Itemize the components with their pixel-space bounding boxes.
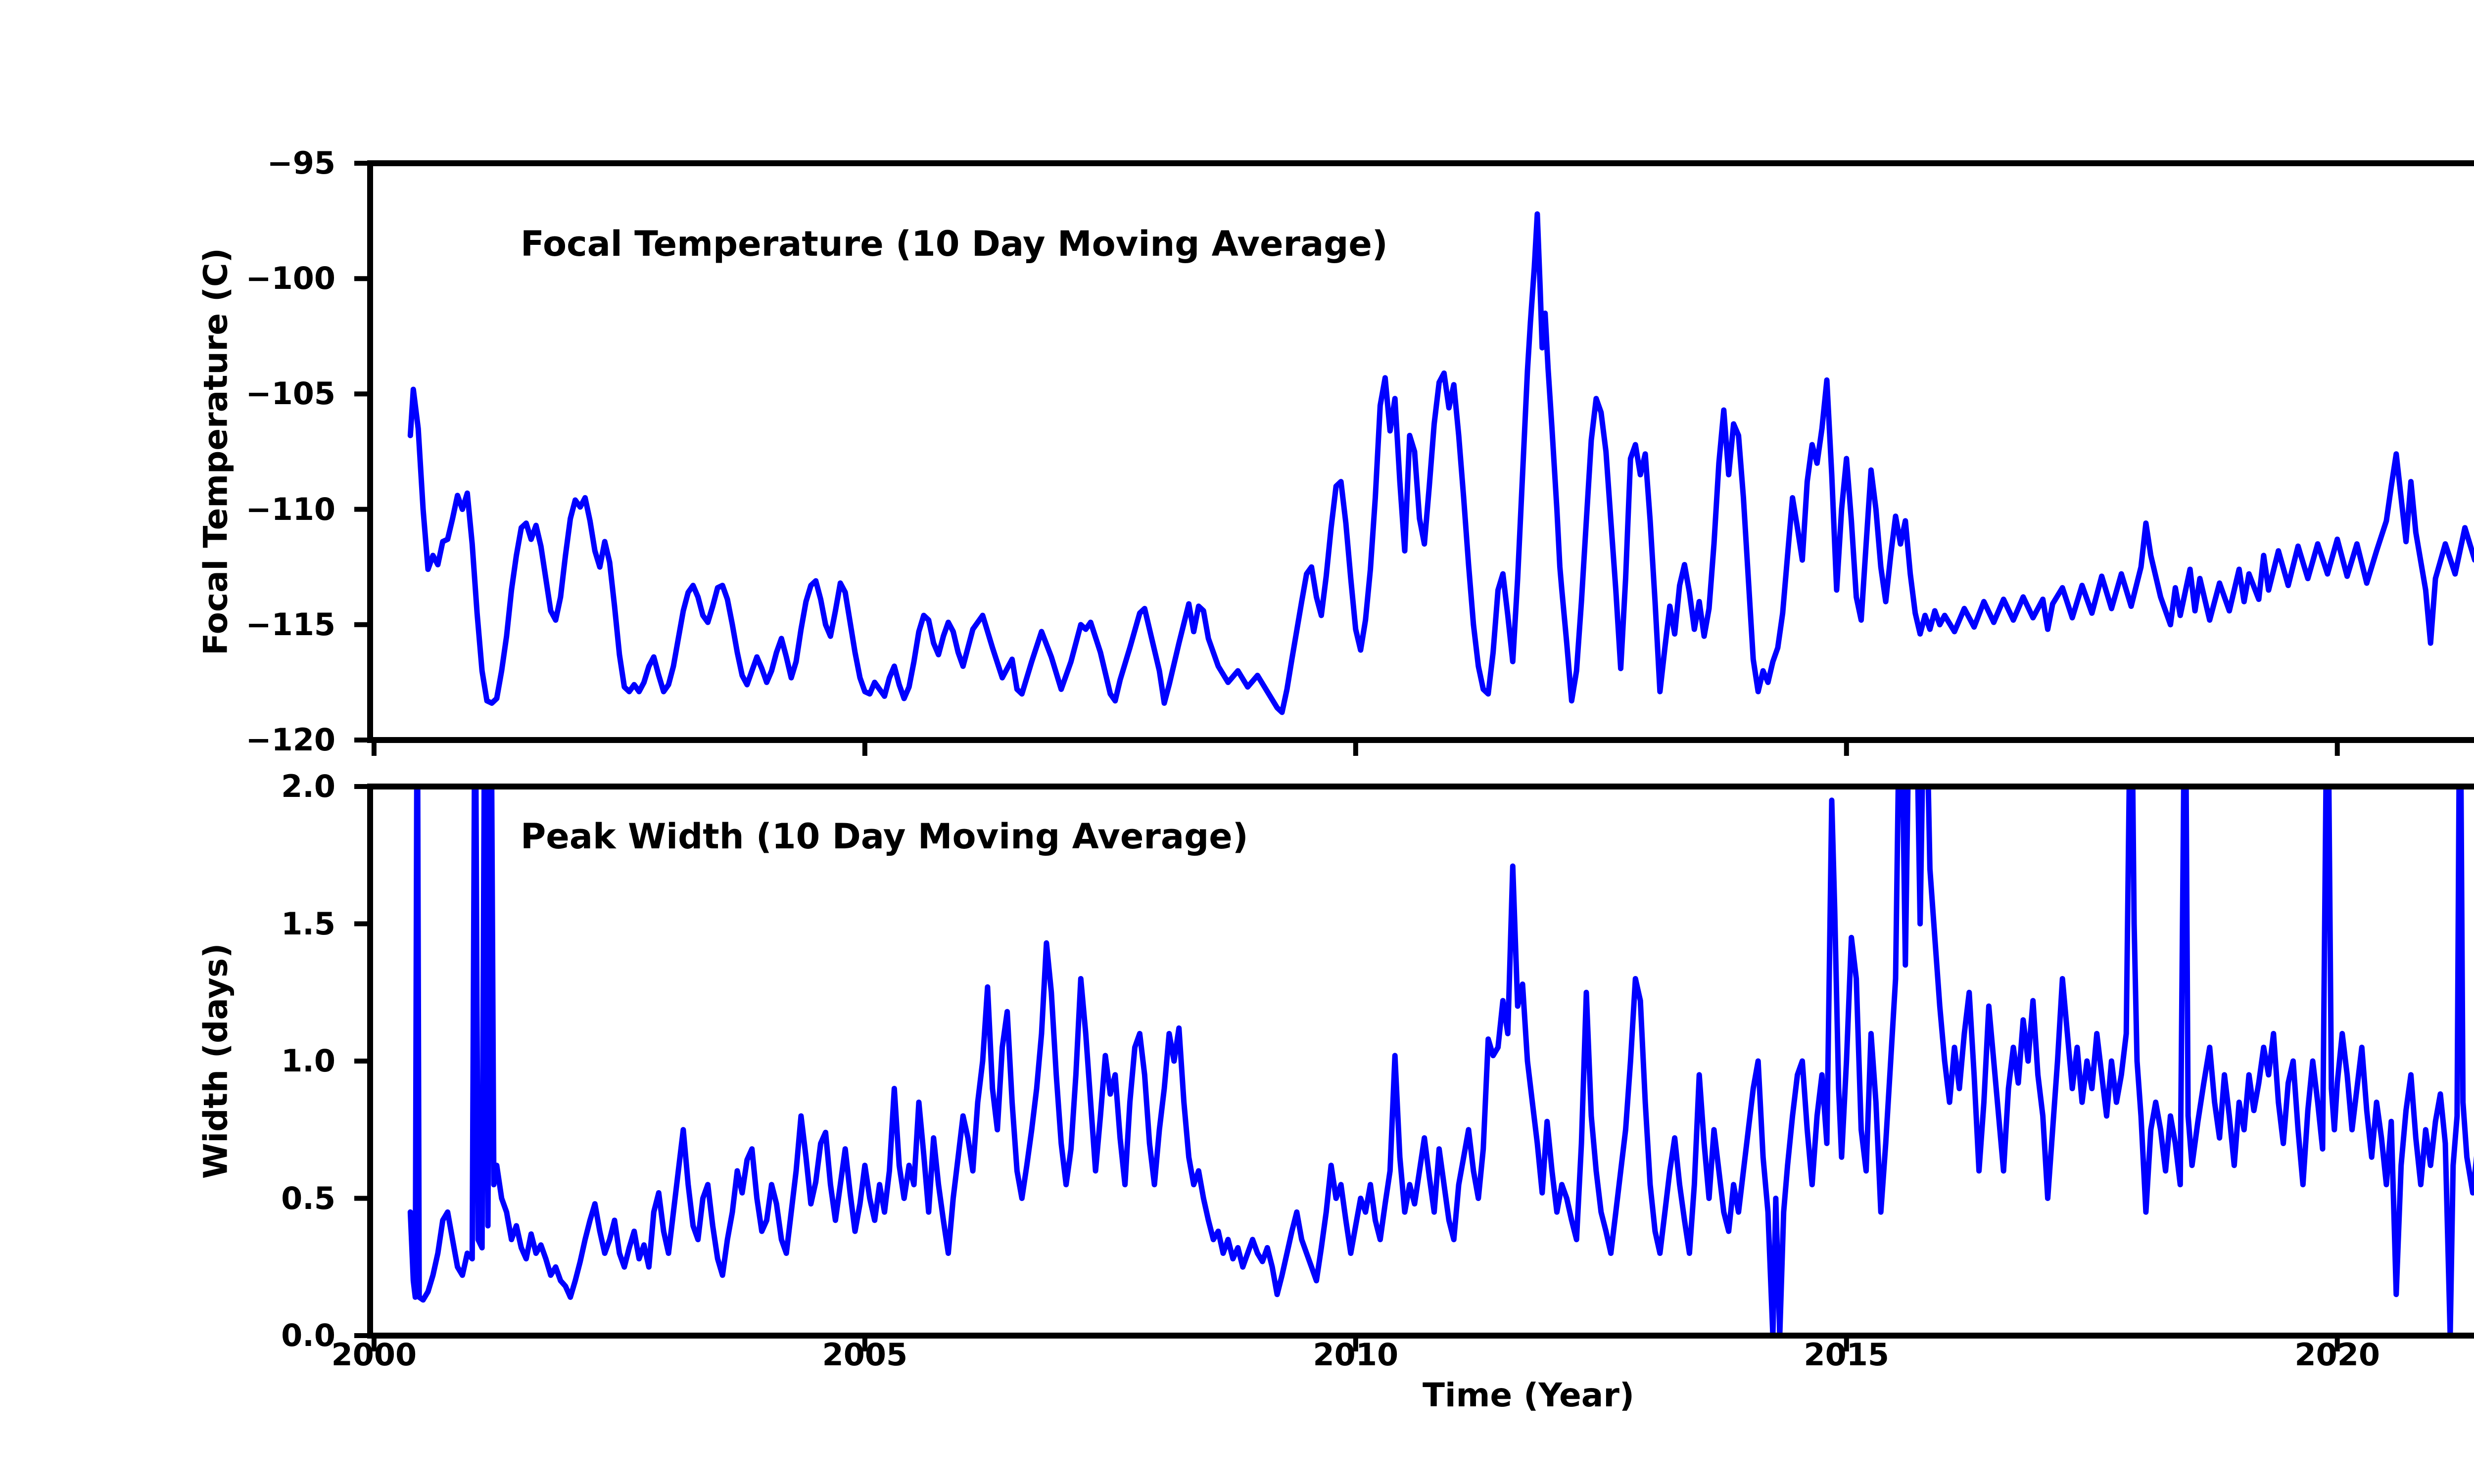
x-tick-label: 2000: [331, 1337, 417, 1373]
x-tick-label: 2015: [1804, 1337, 1890, 1373]
top-y-tick-label: −100: [245, 260, 335, 297]
peak-width-line: [407, 787, 2474, 1336]
top-chart-y-axis-label: Focal Temperature (C): [196, 248, 235, 655]
bottom-y-tick-label: 1.5: [281, 905, 335, 942]
top-chart-title: Focal Temperature (10 Day Moving Average…: [521, 224, 1388, 264]
x-axis-label: Time (Year): [1422, 1376, 1635, 1414]
bottom-y-tick-label: 0.5: [281, 1180, 335, 1216]
x-tick-label: 2020: [2294, 1337, 2380, 1373]
plot-frame: [367, 784, 2474, 1339]
bottom-y-tick-label: 1.0: [281, 1043, 335, 1079]
top-y-tick-label: −110: [245, 491, 335, 527]
top-y-tick-label: −120: [245, 722, 335, 758]
bottom-y-tick-label: 2.0: [281, 768, 335, 804]
top-y-tick-label: −95: [267, 145, 335, 181]
x-tick-label: 2005: [822, 1337, 908, 1373]
top-plot: [354, 160, 2474, 756]
top-y-tick-label: −115: [245, 606, 335, 643]
plot-frame: [367, 160, 2474, 743]
focal-temperature-line: [407, 211, 2474, 715]
axis-tick-marks: [354, 784, 2340, 1351]
bottom-chart-title: Peak Width (10 Day Moving Average): [521, 816, 1248, 857]
bottom-y-tick-label: 0.0: [281, 1317, 335, 1353]
axis-tick-marks: [354, 161, 2340, 756]
bottom-plot: [354, 784, 2474, 1351]
top-y-tick-label: −105: [245, 375, 335, 412]
x-tick-label: 2010: [1313, 1337, 1399, 1373]
